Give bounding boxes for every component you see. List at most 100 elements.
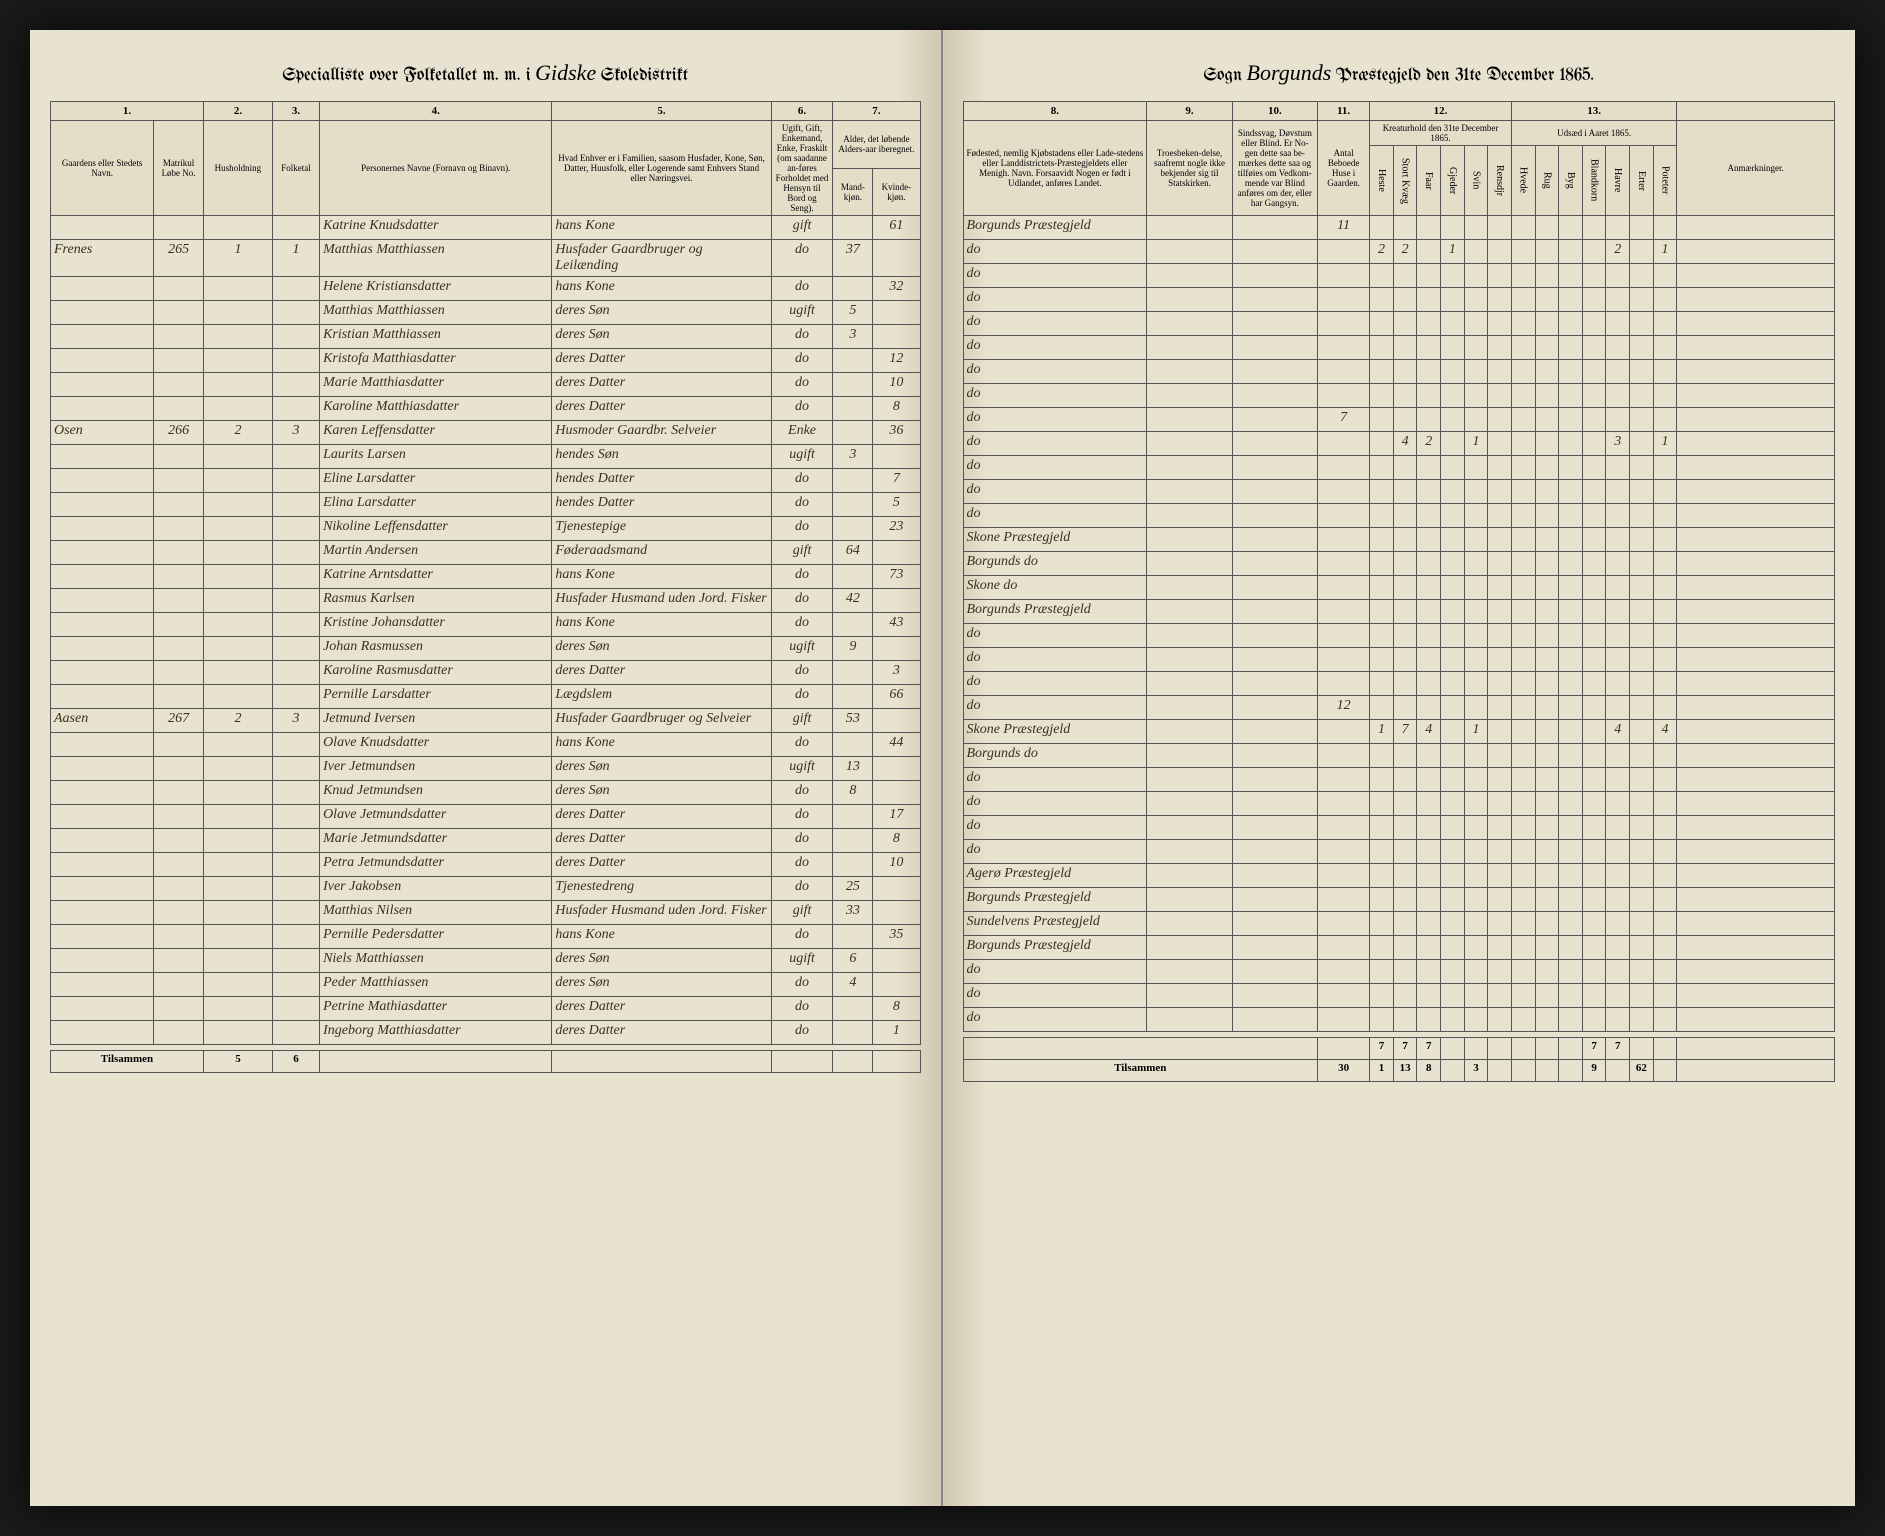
cell-seed [1559, 816, 1583, 840]
cell-age-m: 42 [833, 589, 873, 613]
cell-birth: do [963, 456, 1147, 480]
cell-livestock: 2 [1370, 240, 1394, 264]
cell-disab [1232, 264, 1317, 288]
cell-farm [51, 661, 154, 685]
cell-name: Iver Jetmundsen [320, 757, 552, 781]
table-row: Niels Matthiassenderes Sønugift6 [51, 949, 921, 973]
cell-farm [51, 541, 154, 565]
cell-livestock [1417, 888, 1441, 912]
cell-disab [1232, 552, 1317, 576]
cell-seed [1559, 504, 1583, 528]
cell-livestock [1464, 888, 1488, 912]
cell-hh [203, 781, 272, 805]
cell-seed [1559, 360, 1583, 384]
table-row: Rasmus KarlsenHusfader Husmand uden Jord… [51, 589, 921, 613]
cell-farm [51, 757, 154, 781]
cell-seed [1653, 264, 1677, 288]
cell-seed [1582, 480, 1606, 504]
cell-seed [1653, 792, 1677, 816]
table-row: do7 [963, 408, 1835, 432]
cell-livestock [1417, 672, 1441, 696]
cell-seed [1653, 504, 1677, 528]
cell-seed [1606, 528, 1630, 552]
cell-age-f: 32 [873, 277, 920, 301]
cell-livestock [1464, 984, 1488, 1008]
cell-name: Karoline Rasmusdatter [320, 661, 552, 685]
cell-fc [272, 733, 319, 757]
sum-cell [1559, 1060, 1583, 1082]
cell-age-m: 3 [833, 445, 873, 469]
cell-birth: do [963, 624, 1147, 648]
cell-name: Martin Andersen [320, 541, 552, 565]
cell-seed [1653, 480, 1677, 504]
cell-age-f [873, 240, 920, 277]
sum-cell: 7 [1393, 1038, 1417, 1060]
cell-seed [1606, 264, 1630, 288]
sum-cell: 62 [1630, 1060, 1654, 1082]
cell-disab [1232, 936, 1317, 960]
cell-birth: do [963, 264, 1147, 288]
cell-seed [1559, 600, 1583, 624]
cell-livestock [1370, 528, 1394, 552]
cell-livestock [1488, 744, 1512, 768]
sum-cell: 7 [1582, 1038, 1606, 1060]
cell-birth: Skone Præstegjeld [963, 528, 1147, 552]
cell-marital: do [771, 829, 833, 853]
cell-livestock [1441, 816, 1465, 840]
cell-livestock [1441, 720, 1465, 744]
cell-hh: 1 [203, 240, 272, 277]
table-row: Borgunds Præstegjeld [963, 936, 1835, 960]
col-7: 7. [833, 102, 920, 121]
cell-remark [1677, 864, 1835, 888]
cell-age-f: 35 [873, 925, 920, 949]
cell-name: Eline Larsdatter [320, 469, 552, 493]
cell-livestock [1417, 384, 1441, 408]
cell-seed [1606, 768, 1630, 792]
cell-mat: 266 [154, 421, 204, 445]
cell-livestock [1441, 648, 1465, 672]
cell-seed [1630, 504, 1654, 528]
table-row: do22121 [963, 240, 1835, 264]
cell-livestock [1417, 360, 1441, 384]
sum-cell: 9 [1582, 1060, 1606, 1082]
cell-disab [1232, 360, 1317, 384]
cell-livestock [1441, 768, 1465, 792]
cell-house [1318, 384, 1370, 408]
table-row: Borgunds Præstegjeld [963, 600, 1835, 624]
sum-cell: 7 [1370, 1038, 1394, 1060]
cell-seed [1535, 240, 1559, 264]
cell-role: hendes Datter [552, 493, 771, 517]
cell-age-m: 9 [833, 637, 873, 661]
h-seed-5: Erter [1630, 146, 1654, 216]
cell-livestock [1488, 456, 1512, 480]
cell-age-f: 73 [873, 565, 920, 589]
table-row: Eline Larsdatterhendes Datterdo7 [51, 469, 921, 493]
cell-age-m: 6 [833, 949, 873, 973]
table-row: do [963, 648, 1835, 672]
cell-livestock [1393, 480, 1417, 504]
cell-seed [1582, 888, 1606, 912]
cell-hh [203, 757, 272, 781]
table-row: Katrine Knudsdatterhans Konegift61 [51, 216, 921, 240]
cell-age-f: 5 [873, 493, 920, 517]
cell-livestock [1393, 816, 1417, 840]
table-row: Iver JakobsenTjenestedrengdo25 [51, 877, 921, 901]
cell-disab [1232, 288, 1317, 312]
cell-livestock [1393, 600, 1417, 624]
cell-seed [1606, 984, 1630, 1008]
cell-relig [1147, 384, 1232, 408]
table-row: Agerø Præstegjeld [963, 864, 1835, 888]
cell-relig [1147, 672, 1232, 696]
cell-mat [154, 901, 204, 925]
cell-livestock [1441, 384, 1465, 408]
col-5: 5. [552, 102, 771, 121]
cell-livestock [1488, 576, 1512, 600]
cell-seed [1559, 456, 1583, 480]
table-row: Skone Præstegjeld174144 [963, 720, 1835, 744]
cell-role: deres Søn [552, 325, 771, 349]
cell-livestock [1393, 888, 1417, 912]
cell-house [1318, 816, 1370, 840]
cell-role: deres Datter [552, 805, 771, 829]
table-row: Marie Jetmundsdatterderes Datterdo8 [51, 829, 921, 853]
cell-name: Karoline Matthiasdatter [320, 397, 552, 421]
